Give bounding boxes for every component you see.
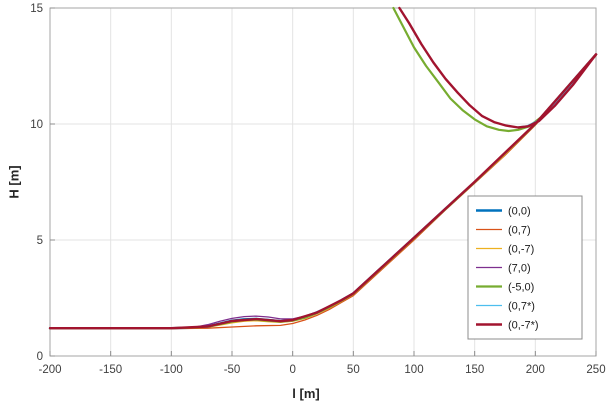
legend-entry-label: (-5,0) [508,282,534,294]
y-tick-label: 5 [37,235,43,247]
x-tick-label: 0 [289,364,295,376]
legend-entry-label: (0,-7*) [508,320,539,332]
legend-entry-label: (0,7) [508,225,531,237]
x-tick-label: 50 [347,364,360,376]
series-line-(-5,0) [392,6,598,133]
x-tick-label: -100 [160,364,183,376]
series-line-(0,-7*) [48,53,598,330]
legend-entry-label: (0,7*) [508,301,535,313]
legend-entry-label: (7,0) [508,263,531,275]
x-tick-label: -200 [38,364,61,376]
y-tick-label: 15 [30,3,43,15]
y-axis-label: H [m] [6,165,22,199]
y-tick-label: 10 [30,119,43,131]
x-tick-label: 100 [404,364,423,376]
x-tick-label: 250 [586,364,605,376]
x-tick-label: -50 [224,364,241,376]
axes-box [49,7,597,357]
legend-entry-label: (0,-7) [508,244,534,256]
y-tick-label: 0 [37,351,43,363]
series-line-(0,7*) [398,7,597,128]
x-tick-label: -150 [99,364,122,376]
x-tick-label: 200 [526,364,545,376]
series-line-(0,-7*) [398,6,598,129]
x-tick-label: 150 [465,364,484,376]
x-axis-label: l [m] [292,386,320,401]
legend-entry-label: (0,0) [508,206,531,218]
